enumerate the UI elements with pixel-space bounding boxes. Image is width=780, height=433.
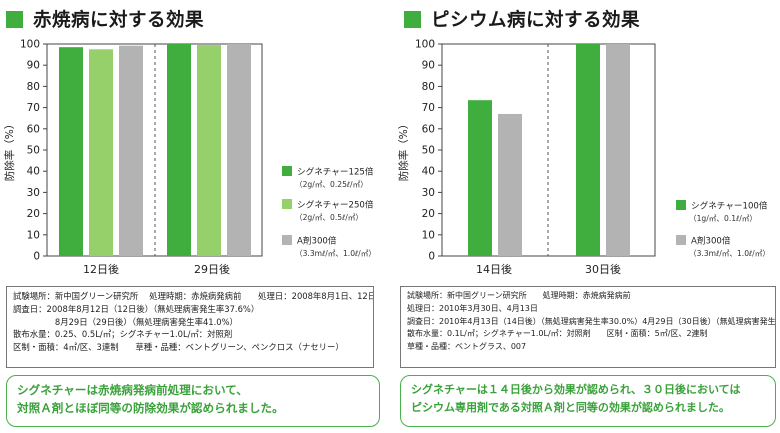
legend-detail: （2g/㎡、0.5ℓ/㎡） xyxy=(295,213,363,222)
bar-2-1 xyxy=(498,113,522,257)
bar-2-1 xyxy=(89,49,113,256)
legend-label: A剤300倍 xyxy=(297,235,337,247)
y-tick-label: 30 xyxy=(27,187,40,199)
bar-2-2 xyxy=(606,44,630,256)
info-line: 散布水量：0.1L/㎡；シグネチャー1.0L/㎡：対照剤 区制・面積：5㎡/区、… xyxy=(407,329,708,339)
legend-label: シグネチャー250倍 xyxy=(297,199,374,211)
info-line: 8月29日（29日後）（無処理病害発生率41.0%） xyxy=(13,316,238,327)
legend-detail: （2g/㎡、0.25ℓ/㎡） xyxy=(295,180,368,189)
chart-title: ピシウム病に対する効果 xyxy=(431,10,641,31)
panel-pythium: ピシウム病に対する効果 0 10 20 30 40 50 60 70 80 90 100 防除率（%）… xyxy=(398,0,778,433)
chart-title: 赤焼病に対する効果 xyxy=(33,10,205,31)
x-category-label: 30日後 xyxy=(585,262,621,276)
x-category-label: 14日後 xyxy=(476,262,512,276)
y-tick-label: 0 xyxy=(33,251,40,263)
info-line: 調査日：2010年4月13日（14日後）（無処理病害発生率30.0%）4月29日… xyxy=(407,316,776,326)
y-axis-label: 防除率（%） xyxy=(398,119,410,181)
trial-info-box: 試験場所：新中国グリーン研究所 処理時期：赤焼病発病前 処理日：2008年8月1… xyxy=(6,286,374,368)
y-tick-label: 60 xyxy=(27,123,40,135)
legend-label: シグネチャー125倍 xyxy=(297,166,374,178)
legend-swatch xyxy=(282,235,292,245)
title-square-icon xyxy=(6,10,23,28)
legend-swatch xyxy=(282,199,292,209)
bar-1-2 xyxy=(167,44,191,256)
y-tick-label: 10 xyxy=(422,229,435,241)
trial-info-box: 試験場所：新中国グリーン研究所 処理時期：赤焼病発病前 処理日：2010年3月3… xyxy=(400,286,776,368)
info-line: 調査日：2008年8月12日（12日後）（無処理病害発生率37.6%） xyxy=(13,303,260,314)
info-line: 草種・品種：ベントグラス、007 xyxy=(407,342,527,352)
bar-3-2 xyxy=(227,44,251,256)
x-category-label: 12日後 xyxy=(83,262,119,276)
panel-akayake: 赤焼病に対する効果 0 10 20 30 40 50 60 70 80 90 100 防除率（%） 12… xyxy=(0,0,380,433)
bar-1-1 xyxy=(59,47,83,257)
y-tick-label: 10 xyxy=(27,229,40,241)
bar-1-1 xyxy=(468,100,492,257)
legend-swatch xyxy=(282,166,292,176)
y-tick-label: 40 xyxy=(27,166,40,178)
bar-1-2 xyxy=(576,44,600,256)
chart-title-row: ピシウム病に対する効果 xyxy=(404,6,640,32)
y-tick-label: 90 xyxy=(27,60,40,72)
y-tick-label: 80 xyxy=(27,81,40,93)
y-tick-label: 20 xyxy=(422,208,435,220)
bar-chart-akayake: 0 10 20 30 40 50 60 70 80 90 100 防除率（%） 12日後 29日後 シグネチ… xyxy=(3,39,376,277)
y-tick-label: 50 xyxy=(27,145,40,157)
conclusion-line: シグネチャーは赤焼病発病前処理において、 xyxy=(17,383,248,397)
x-category-label: 29日後 xyxy=(194,262,230,276)
conclusion-box: シグネチャーは１４日後から効果が認められ、３０日後においては ピシウム専用剤であ… xyxy=(400,375,776,427)
conclusion-box: シグネチャーは赤焼病発病前処理において、 対照Ａ剤とほぼ同等の防除効果が認められ… xyxy=(6,375,380,427)
y-tick-label: 100 xyxy=(20,39,40,51)
y-axis-label: 防除率（%） xyxy=(3,119,16,181)
legend-swatch xyxy=(676,235,686,245)
bar-3-1 xyxy=(119,45,143,256)
legend-detail: （1g/㎡、0.1ℓ/㎡） xyxy=(689,214,757,223)
y-tick-label: 50 xyxy=(422,145,435,157)
title-square-icon xyxy=(404,10,421,28)
conclusion-line: ピシウム専用剤である対照Ａ剤と同等の効果が認められました。 xyxy=(411,401,730,414)
chart-title-row: 赤焼病に対する効果 xyxy=(6,6,204,32)
y-tick-label: 70 xyxy=(422,102,435,114)
y-tick-label: 40 xyxy=(422,166,435,178)
bar-2-2 xyxy=(197,45,221,257)
info-line: 散布水量：0.25、0.5L/㎡；シグネチャー1.0L/㎡：対照剤 xyxy=(13,329,233,340)
legend-detail: （3.3mℓ/㎡、1.0ℓ/㎡） xyxy=(689,249,770,258)
legend-swatch xyxy=(676,200,686,210)
conclusion-line: 対照Ａ剤とほぼ同等の防除効果が認められました。 xyxy=(17,401,284,415)
y-tick-label: 0 xyxy=(428,251,435,263)
legend-detail: （3.3mℓ/㎡、1.0ℓ/㎡） xyxy=(295,249,376,258)
y-tick-label: 80 xyxy=(422,81,435,93)
info-line: 試験場所：新中国グリーン研究所 処理時期：赤焼病発病前 処理日：2008年8月1… xyxy=(13,291,374,301)
info-line: 試験場所：新中国グリーン研究所 処理時期：赤焼病発病前 xyxy=(407,291,631,300)
y-tick-label: 30 xyxy=(422,187,435,199)
y-tick-label: 70 xyxy=(27,102,40,114)
y-tick-label: 20 xyxy=(27,208,40,220)
legend-label: シグネチャー100倍 xyxy=(691,200,768,212)
y-tick-label: 60 xyxy=(422,123,435,135)
conclusion-line: シグネチャーは１４日後から効果が認められ、３０日後においては xyxy=(411,383,741,396)
info-line: 処理日：2010年3月30日、4月13日 xyxy=(407,303,538,313)
y-tick-label: 90 xyxy=(422,60,435,72)
bar-chart-pythium: 0 10 20 30 40 50 60 70 80 90 100 防除率（%） 14日後 30日後 シグネチ… xyxy=(398,39,770,277)
info-line: 区制・面積：4㎡/区、3連制 草種・品種：ベントグリーン、ペンクロス（ナセリー） xyxy=(13,342,344,353)
legend-label: A剤300倍 xyxy=(691,235,731,247)
y-tick-label: 100 xyxy=(415,39,435,51)
